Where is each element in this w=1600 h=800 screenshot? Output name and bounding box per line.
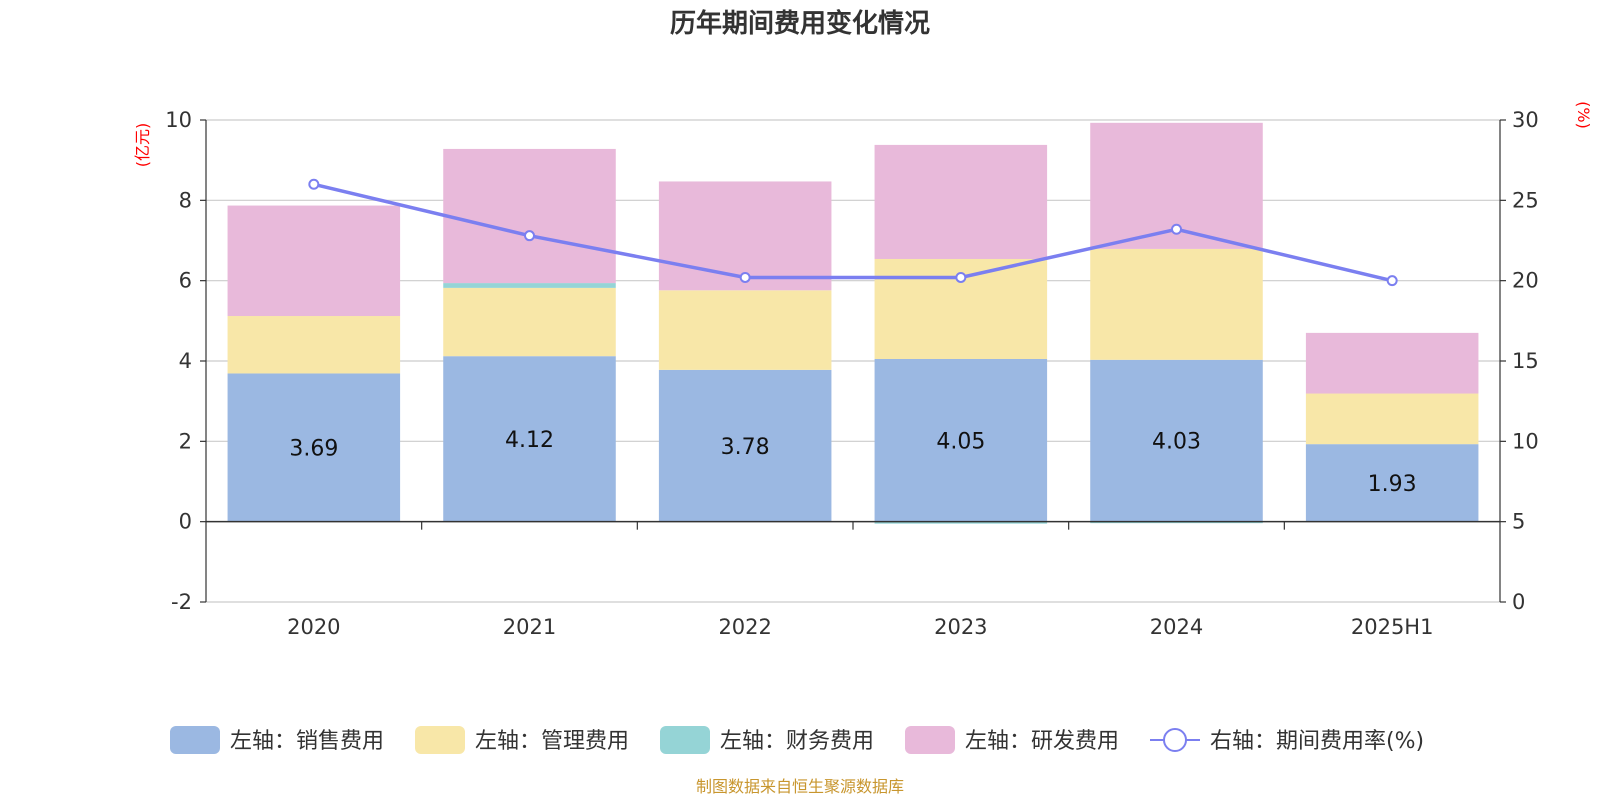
left-tick-label: 2 [179, 429, 192, 453]
legend-label: 左轴：财务费用 [720, 729, 874, 754]
data-label: 3.69 [289, 437, 338, 462]
legend-label: 左轴：研发费用 [965, 729, 1119, 754]
rate-point [1171, 223, 1182, 235]
legend-label: 左轴：管理费用 [475, 729, 629, 754]
legend: 左轴：销售费用 左轴：管理费用 左轴：财务费用 左轴：研发费用 右轴：期间费用率(%) [170, 726, 1424, 754]
axes: -2 0 2 4 6 8 10 0 5 10 15 20 25 30 2020 2021 2022 2023 202… [165, 108, 1538, 639]
bar-segment [658, 369, 832, 522]
rate-point [524, 230, 535, 242]
chart-title: 历年期间费用变化情况 [670, 8, 930, 39]
legend-swatch [660, 726, 710, 754]
bar-segment [227, 316, 401, 374]
bar-segment [443, 287, 616, 357]
bar-segment [443, 148, 616, 284]
data-label: 3.78 [721, 435, 770, 460]
rate-point [308, 178, 320, 190]
data-label: 4.03 [1152, 430, 1201, 455]
left-tick-label: 6 [179, 269, 192, 293]
bar-segment [1305, 444, 1479, 522]
bar-segment [1090, 248, 1263, 360]
rate-point [955, 271, 967, 283]
bar-segment [874, 144, 1048, 259]
legend-swatch [415, 726, 465, 754]
legend-label: 左轴：销售费用 [230, 729, 384, 754]
x-tick-label: 2025H1 [1351, 615, 1434, 639]
bar-segment [1305, 393, 1479, 445]
source-note: 制图数据来自恒生聚源数据库 [696, 777, 904, 796]
rate-point [1386, 275, 1398, 287]
right-tick-label: 0 [1512, 590, 1525, 614]
x-tick-label: 2022 [718, 615, 771, 639]
rate-point [739, 271, 751, 283]
legend-item[interactable]: 左轴：管理费用 [415, 726, 629, 754]
legend-item[interactable]: 右轴：期间费用率(%) [1150, 728, 1424, 754]
legend-marker [1163, 728, 1187, 752]
legend-swatch [170, 726, 220, 754]
legend-item[interactable]: 左轴：销售费用 [170, 726, 384, 754]
bar-segment [874, 358, 1048, 522]
left-tick-label: 4 [179, 349, 192, 373]
bar-segment [227, 205, 401, 317]
left-tick-label: -2 [171, 590, 192, 614]
legend-item[interactable]: 左轴：研发费用 [905, 726, 1119, 754]
bars [227, 122, 1479, 524]
rate-line-path [313, 182, 1393, 283]
bar-segment [658, 290, 832, 370]
data-labels: 3.69 4.12 3.78 4.05 4.03 1.93 [289, 428, 1416, 497]
left-tick-label: 10 [165, 108, 192, 132]
left-tick-label: 8 [179, 188, 192, 212]
data-label: 4.05 [936, 429, 985, 454]
bar-segment [443, 283, 616, 288]
bar-segment [1090, 359, 1263, 522]
right-tick-label: 20 [1512, 269, 1539, 293]
left-axis-unit: (亿元) [133, 123, 152, 168]
x-tick-label: 2021 [503, 615, 556, 639]
x-tick-label: 2023 [934, 615, 987, 639]
bar-segment [227, 373, 401, 522]
right-tick-label: 25 [1512, 188, 1539, 212]
legend-item[interactable]: 左轴：财务费用 [660, 726, 874, 754]
right-tick-label: 10 [1512, 429, 1539, 453]
left-tick-label: 0 [179, 510, 192, 534]
x-tick-label: 2020 [287, 615, 340, 639]
rate-line [308, 178, 1398, 287]
bar-segment [874, 521, 1048, 524]
bar-segment [1305, 332, 1479, 394]
right-tick-label: 15 [1512, 349, 1539, 373]
x-tick-label: 2024 [1150, 615, 1203, 639]
legend-label: 右轴：期间费用率(%) [1210, 729, 1424, 754]
bar-segment [443, 356, 616, 522]
right-tick-label: 5 [1512, 510, 1525, 534]
right-tick-label: 30 [1512, 108, 1539, 132]
data-label: 4.12 [505, 428, 554, 453]
right-axis-unit: (%) [1574, 101, 1593, 129]
data-label: 1.93 [1368, 472, 1417, 497]
legend-swatch [905, 726, 955, 754]
